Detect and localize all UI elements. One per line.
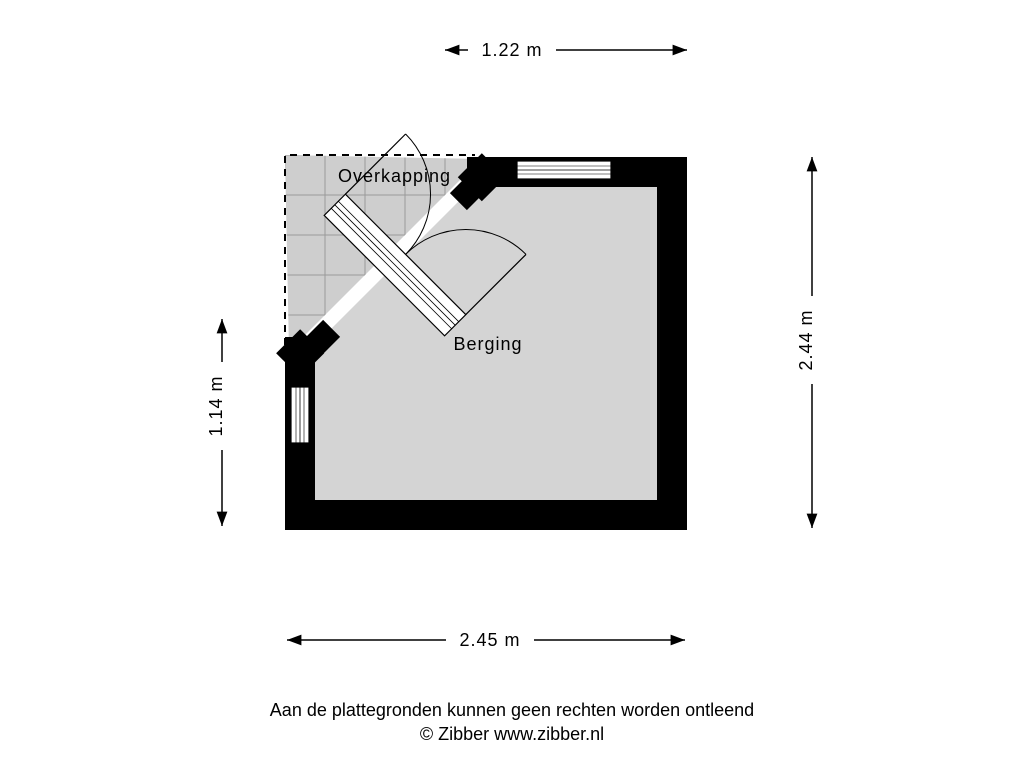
label-berging: Berging (453, 334, 522, 354)
footer-line2: © Zibber www.zibber.nl (420, 724, 604, 744)
dim-label: 2.45 m (459, 630, 520, 650)
dim-label: 2.44 m (796, 309, 816, 370)
footer-line1: Aan de plattegronden kunnen geen rechten… (270, 700, 754, 720)
label-overkapping: Overkapping (338, 166, 451, 186)
dim-label: 1.14 m (206, 375, 226, 436)
dim-label: 1.22 m (481, 40, 542, 60)
